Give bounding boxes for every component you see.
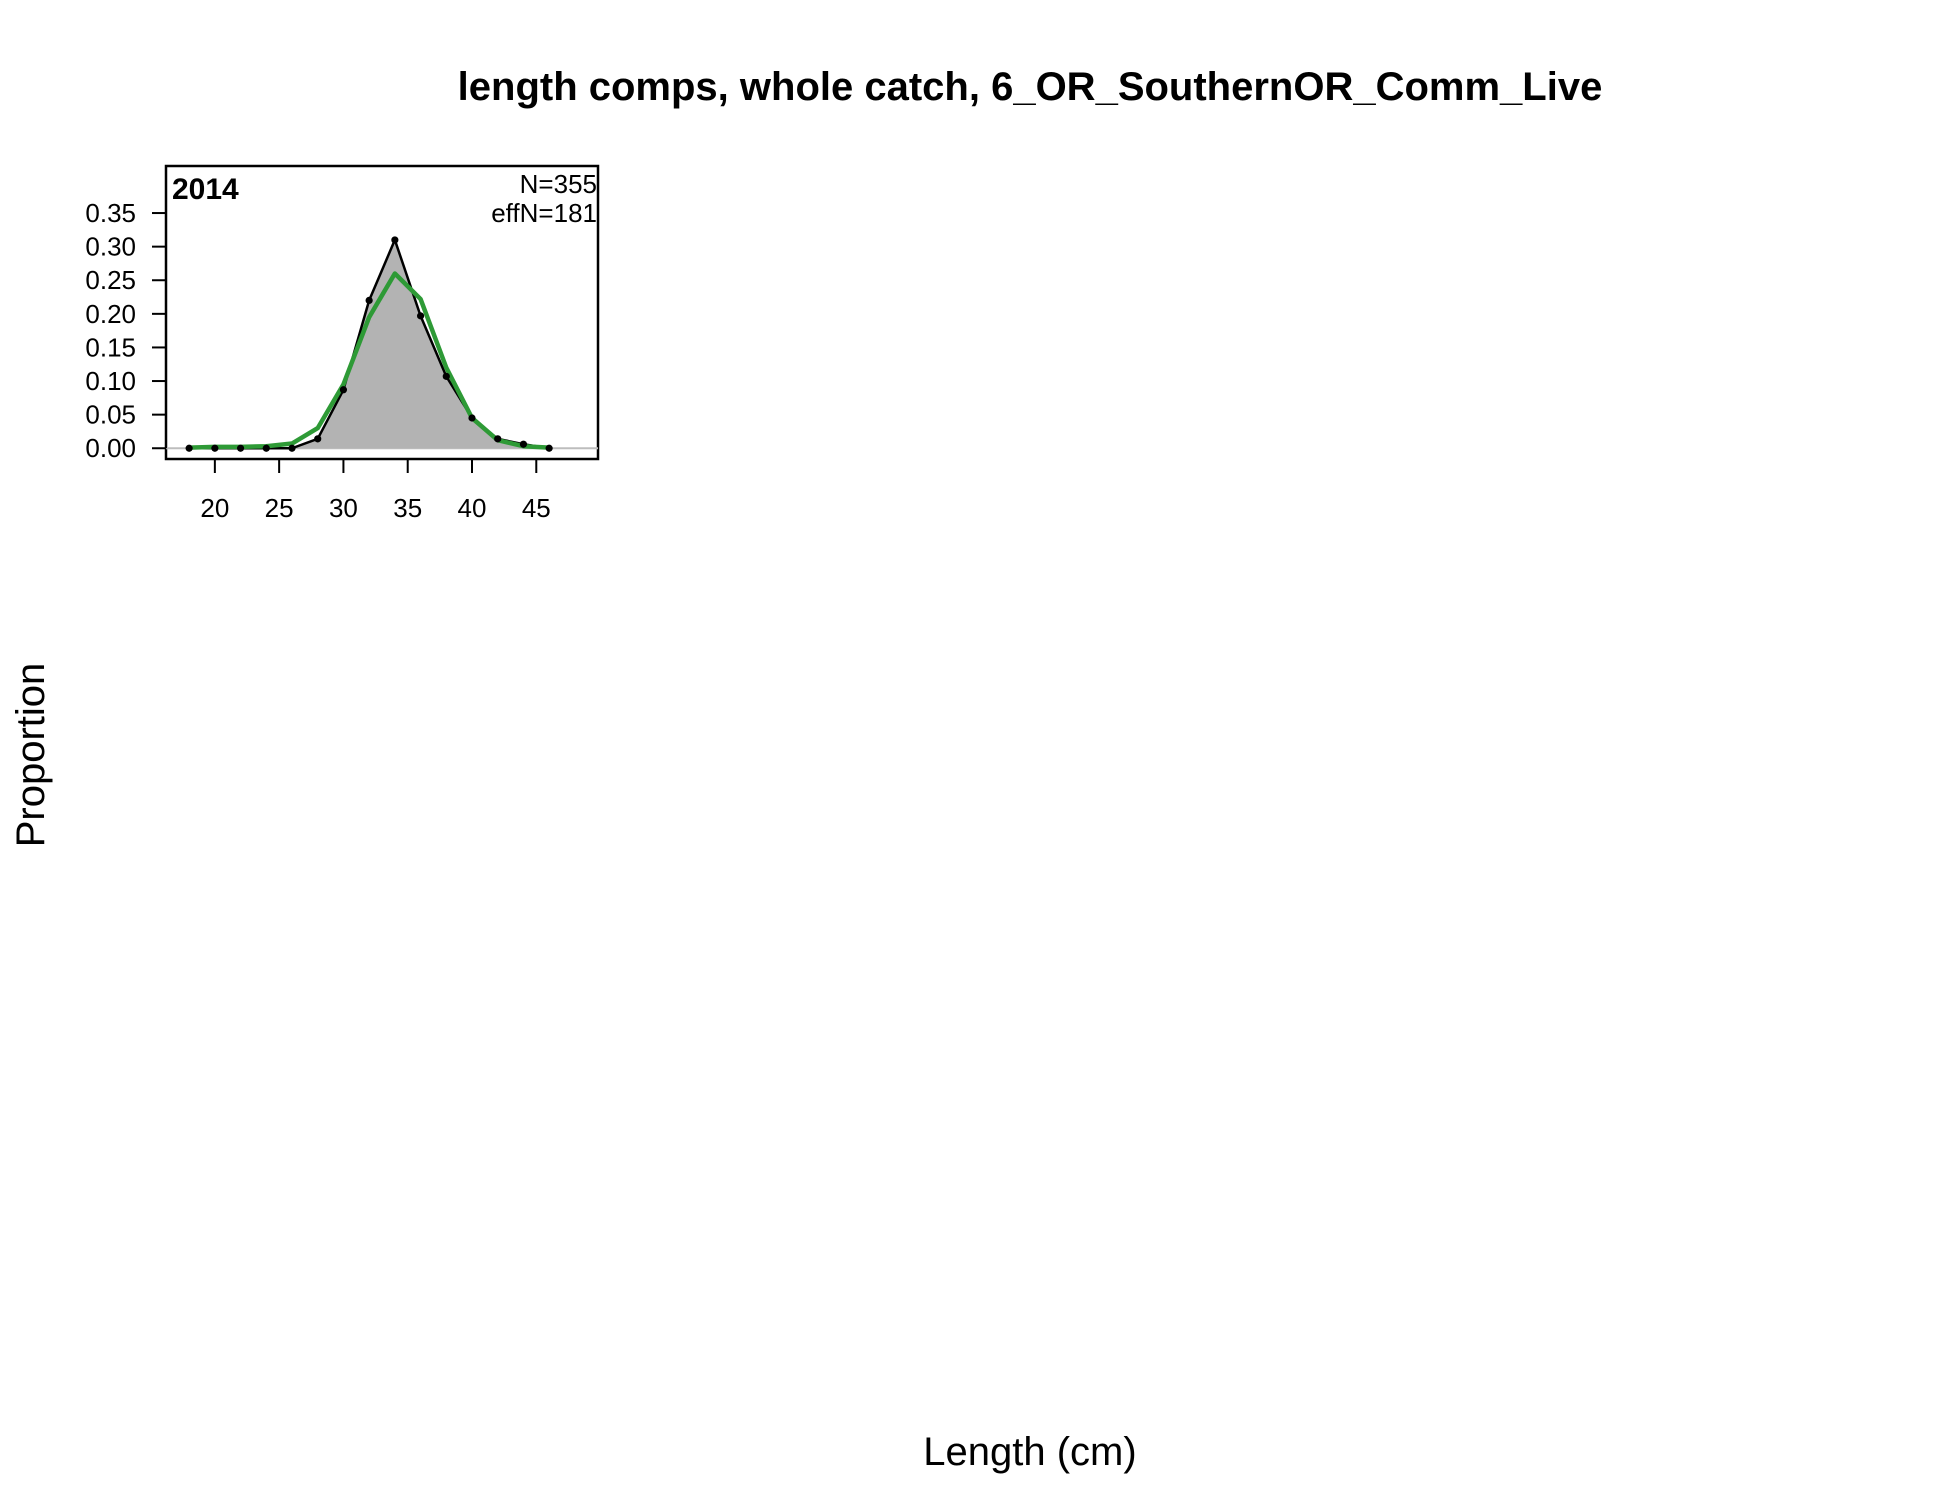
observed-point bbox=[211, 444, 219, 452]
observed-point bbox=[236, 444, 245, 452]
x-tick-label: 30 bbox=[329, 493, 358, 523]
y-tick-label: 0.15 bbox=[85, 332, 136, 362]
observed-area bbox=[189, 239, 550, 449]
expected-line bbox=[189, 271, 550, 450]
panel-sample-size: N=355 bbox=[520, 169, 597, 199]
observed-point bbox=[365, 296, 373, 305]
observed-point bbox=[314, 435, 322, 443]
x-tick-label: 20 bbox=[200, 493, 229, 523]
y-tick-label: 0.30 bbox=[85, 232, 136, 262]
observed-point bbox=[262, 444, 270, 452]
observed-point bbox=[442, 372, 450, 380]
observed-point bbox=[339, 386, 348, 394]
observed-point bbox=[288, 444, 296, 452]
observed-point bbox=[519, 440, 528, 448]
observed-point bbox=[494, 435, 502, 443]
observed-point bbox=[545, 444, 553, 452]
y-tick-label: 0.05 bbox=[85, 400, 136, 430]
x-axis-title: Length (cm) bbox=[923, 1430, 1136, 1474]
y-axis: 0.000.05 0.10 0.150.20 0.250.30 0.35 bbox=[85, 198, 167, 463]
y-tick-label: 0.20 bbox=[85, 299, 136, 329]
panel-effective-sample-size: effN=181 bbox=[491, 198, 597, 228]
x-tick-label: 25 bbox=[265, 493, 294, 523]
x-axis: 20 25 30 35 40 45 bbox=[200, 458, 551, 523]
chart-title: length comps, whole catch, 6_OR_Southern… bbox=[458, 65, 1603, 109]
plot-marks bbox=[185, 236, 553, 452]
y-tick-label: 0.35 bbox=[85, 198, 136, 228]
observed-point bbox=[391, 236, 399, 244]
panel-year-label: 2014 bbox=[172, 173, 239, 206]
panel: 0.000.05 0.10 0.150.20 0.250.30 0.35 20 25 30 3… bbox=[85, 164, 600, 523]
y-tick-label: 0.00 bbox=[85, 433, 136, 463]
observed-point bbox=[416, 312, 425, 320]
y-axis-title: Proportion bbox=[9, 663, 53, 848]
observed-point bbox=[185, 444, 193, 452]
y-tick-label: 0.25 bbox=[85, 265, 136, 295]
x-tick-label: 40 bbox=[458, 493, 487, 523]
x-tick-label: 35 bbox=[393, 493, 422, 523]
y-tick-label: 0.10 bbox=[85, 366, 136, 396]
observed-point bbox=[468, 414, 476, 422]
x-tick-label: 45 bbox=[522, 493, 551, 523]
